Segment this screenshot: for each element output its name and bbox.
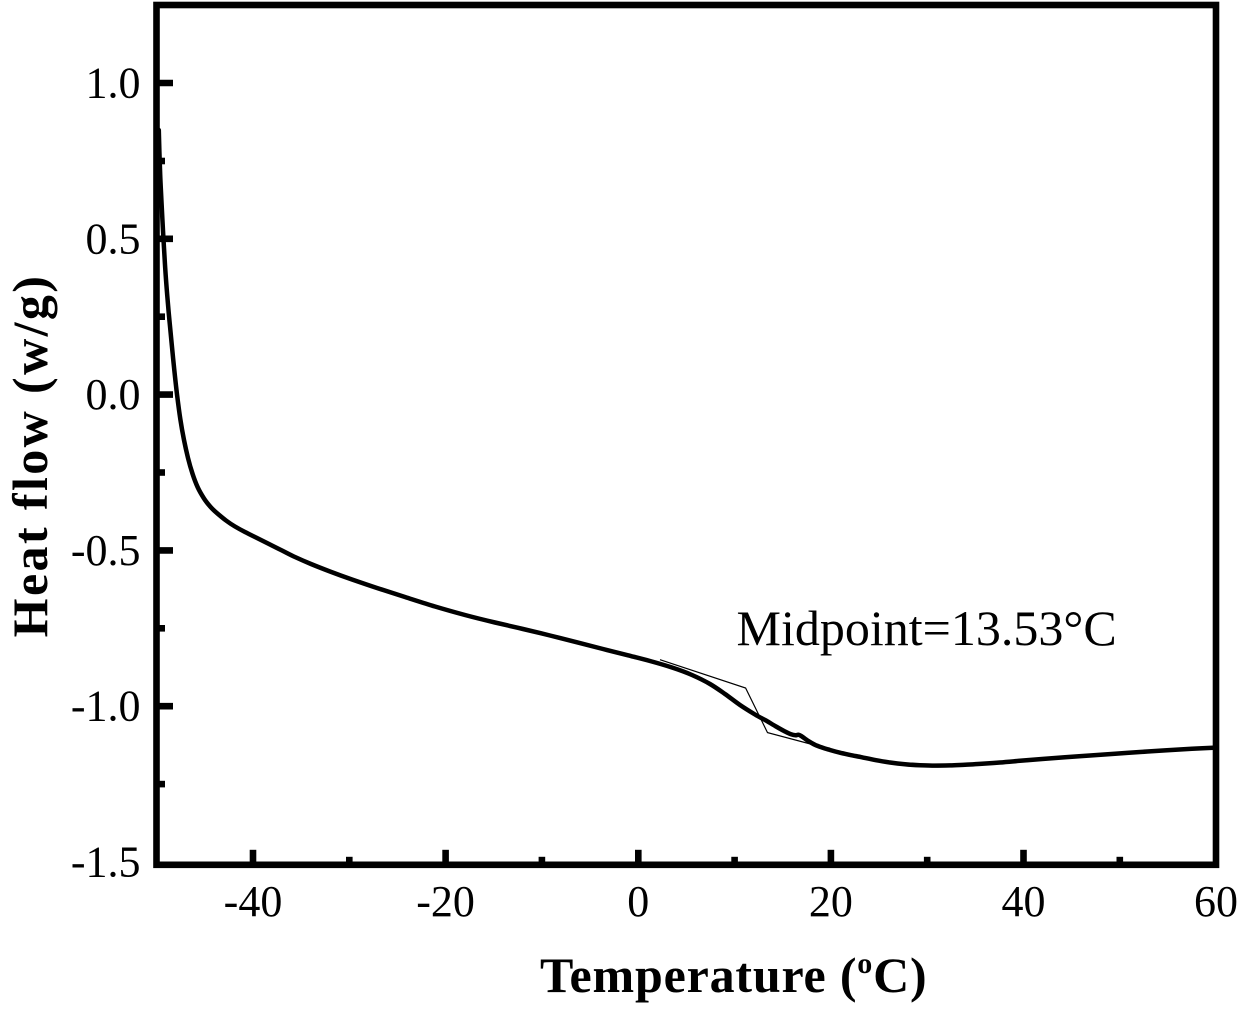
svg-text:40: 40	[1002, 877, 1046, 926]
svg-text:Midpoint=13.53°C: Midpoint=13.53°C	[737, 600, 1117, 656]
svg-text:-0.5: -0.5	[71, 526, 141, 575]
svg-text:60: 60	[1194, 877, 1238, 926]
svg-text:-40: -40	[224, 877, 283, 926]
svg-text:Heat flow (w/g): Heat flow (w/g)	[2, 274, 58, 638]
svg-text:20: 20	[809, 877, 853, 926]
svg-text:-1.0: -1.0	[71, 682, 141, 731]
svg-text:-20: -20	[416, 877, 475, 926]
svg-text:0.0: 0.0	[86, 370, 141, 419]
svg-text:0: 0	[627, 877, 649, 926]
svg-text:-1.5: -1.5	[71, 838, 141, 887]
svg-text:0.5: 0.5	[86, 214, 141, 263]
svg-text:1.0: 1.0	[86, 59, 141, 108]
